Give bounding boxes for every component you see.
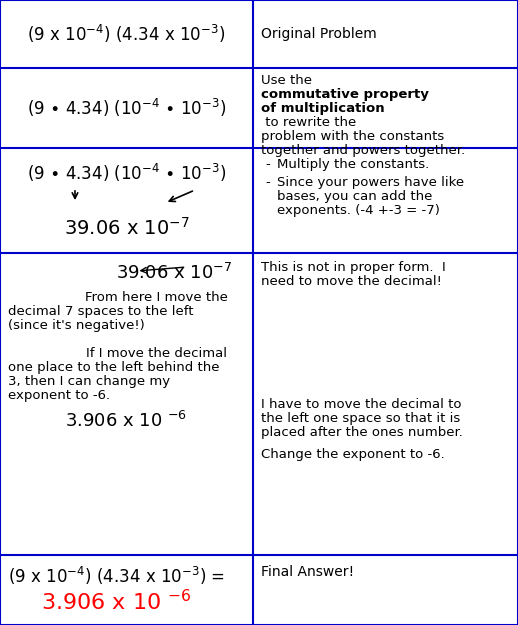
- Text: Final Answer!: Final Answer!: [261, 565, 354, 579]
- Text: -: -: [265, 158, 270, 171]
- Text: 3.906 x 10 $^{-6}$: 3.906 x 10 $^{-6}$: [65, 411, 188, 431]
- Text: (9 x 10$^{-4}$) (4.34 x 10$^{-3}$): (9 x 10$^{-4}$) (4.34 x 10$^{-3}$): [27, 23, 226, 45]
- Text: one place to the left behind the: one place to the left behind the: [8, 361, 220, 374]
- Text: decimal 7 spaces to the left: decimal 7 spaces to the left: [8, 305, 194, 318]
- Text: Change the exponent to -6.: Change the exponent to -6.: [261, 448, 445, 461]
- Text: Original Problem: Original Problem: [261, 27, 377, 41]
- Text: (9 $\bullet$ 4.34) (10$^{-4}$ $\bullet$ 10$^{-3}$): (9 $\bullet$ 4.34) (10$^{-4}$ $\bullet$ …: [27, 97, 226, 119]
- Text: need to move the decimal!: need to move the decimal!: [261, 275, 442, 288]
- Text: (9 x 10$^{-4}$) (4.34 x 10$^{-3}$) =: (9 x 10$^{-4}$) (4.34 x 10$^{-3}$) =: [8, 565, 225, 587]
- Text: (9 $\bullet$ 4.34) (10$^{-4}$ $\bullet$ 10$^{-3}$): (9 $\bullet$ 4.34) (10$^{-4}$ $\bullet$ …: [27, 162, 226, 184]
- Text: bases, you can add the: bases, you can add the: [277, 190, 433, 203]
- Text: This is not in proper form.  I: This is not in proper form. I: [261, 261, 446, 274]
- Text: exponent to -6.: exponent to -6.: [8, 389, 110, 402]
- Text: (since it's negative!): (since it's negative!): [8, 319, 145, 332]
- Text: Since your powers have like: Since your powers have like: [277, 176, 464, 189]
- Text: problem with the constants: problem with the constants: [261, 130, 444, 143]
- Text: I have to move the decimal to: I have to move the decimal to: [261, 398, 462, 411]
- Text: the left one space so that it is: the left one space so that it is: [261, 412, 461, 425]
- Text: -: -: [265, 176, 270, 189]
- Text: commutative property: commutative property: [261, 88, 429, 101]
- Text: If I move the decimal: If I move the decimal: [86, 347, 227, 360]
- Text: 3.906 x 10 $^{-6}$: 3.906 x 10 $^{-6}$: [41, 589, 192, 614]
- Text: placed after the ones number.: placed after the ones number.: [261, 426, 463, 439]
- Text: 39.06 x 10$^{-7}$: 39.06 x 10$^{-7}$: [64, 217, 190, 239]
- Text: to rewrite the: to rewrite the: [261, 116, 356, 129]
- Text: 39.06 x 10$^{-7}$: 39.06 x 10$^{-7}$: [117, 263, 233, 283]
- Text: Multiply the constants.: Multiply the constants.: [277, 158, 429, 171]
- Text: together and powers together.: together and powers together.: [261, 144, 465, 157]
- Text: Use the: Use the: [261, 74, 316, 87]
- Text: 3, then I can change my: 3, then I can change my: [8, 375, 170, 388]
- Text: of multiplication: of multiplication: [261, 102, 385, 115]
- Text: exponents. (-4 +-3 = -7): exponents. (-4 +-3 = -7): [277, 204, 440, 217]
- Text: From here I move the: From here I move the: [85, 291, 228, 304]
